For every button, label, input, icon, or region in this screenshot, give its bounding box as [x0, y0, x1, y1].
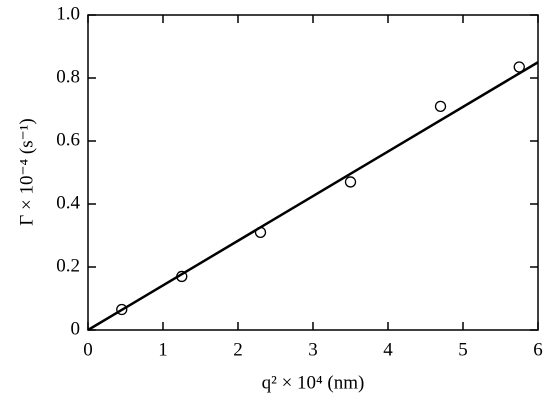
- x-tick-label: 3: [308, 339, 318, 360]
- x-tick-label: 2: [233, 339, 243, 360]
- data-point: [513, 61, 525, 73]
- data-point: [254, 226, 267, 239]
- y-tick-label: 0.6: [56, 129, 80, 150]
- x-tick-label: 1: [158, 339, 168, 360]
- data-point: [434, 100, 447, 112]
- x-tick-label: 0: [83, 339, 93, 360]
- y-tick-label: 1.0: [56, 3, 80, 24]
- data-point: [344, 176, 357, 188]
- y-axis-label: Γ × 10⁻⁴ (s⁻¹): [16, 118, 37, 225]
- x-tick-label: 4: [383, 339, 393, 360]
- y-tick-label: 0.4: [56, 192, 80, 213]
- x-tick-label: 6: [533, 339, 543, 360]
- y-tick-label: 0: [71, 318, 81, 339]
- x-axis-label: q² × 10⁴ (nm): [262, 372, 365, 393]
- data-point: [176, 270, 188, 283]
- x-tick-label: 5: [458, 339, 468, 360]
- y-tick-label: 0.2: [56, 255, 80, 276]
- plot-frame: [87, 14, 539, 331]
- fit-line: [87, 61, 539, 332]
- y-tick-label: 0.8: [56, 66, 80, 87]
- data-point: [116, 303, 128, 316]
